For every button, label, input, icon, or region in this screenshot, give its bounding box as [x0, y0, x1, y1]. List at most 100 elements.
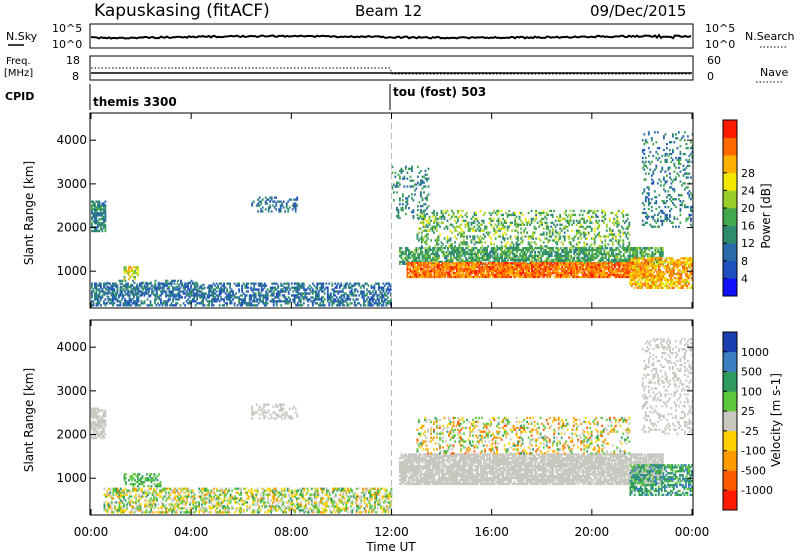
data-cell — [522, 254, 524, 258]
data-cell — [226, 296, 228, 299]
data-cell — [168, 285, 170, 288]
data-cell — [610, 264, 613, 267]
data-cell — [543, 267, 546, 271]
data-cell — [618, 258, 621, 262]
data-cell — [347, 296, 350, 299]
data-cell — [278, 300, 281, 303]
data-cell — [592, 252, 595, 256]
data-cell — [444, 273, 446, 277]
data-cell — [497, 221, 500, 224]
data-cell — [450, 275, 452, 279]
data-cell — [422, 213, 425, 217]
data-cell — [477, 264, 479, 267]
data-cell — [296, 286, 299, 289]
data-cell — [531, 260, 533, 263]
data-cell — [133, 288, 135, 291]
data-cell — [263, 304, 266, 307]
data-cell — [624, 250, 627, 254]
data-cell — [214, 288, 216, 291]
data-cell — [448, 273, 451, 277]
data-cell — [541, 223, 543, 226]
data-cell — [424, 273, 427, 277]
data-cell — [475, 269, 478, 273]
data-cell — [523, 250, 526, 254]
data-cell — [585, 258, 588, 262]
data-cell — [461, 229, 464, 232]
data-cell — [661, 252, 664, 256]
data-cell — [448, 262, 451, 265]
data-cell — [254, 296, 257, 299]
data-cell — [547, 227, 550, 230]
data-cell — [285, 204, 288, 207]
data-cell — [601, 273, 604, 277]
data-cell — [505, 221, 507, 224]
data-cell — [454, 256, 457, 260]
data-cell — [260, 286, 263, 289]
data-cell — [161, 288, 164, 291]
data-cell — [230, 300, 233, 303]
data-cell — [411, 254, 413, 258]
data-cell — [603, 264, 606, 267]
data-cell — [514, 223, 516, 226]
data-cell — [209, 290, 212, 293]
data-cell — [487, 252, 490, 256]
data-cell — [444, 256, 446, 260]
data-cell — [444, 247, 446, 250]
data-cell — [212, 294, 215, 297]
data-cell — [555, 267, 558, 271]
data-cell — [453, 271, 455, 275]
data-cell — [415, 248, 418, 252]
data-cell — [311, 292, 314, 295]
data-cell — [558, 254, 561, 258]
data-cell — [317, 296, 320, 299]
data-cell — [442, 275, 445, 279]
data-cell — [194, 288, 197, 291]
data-cell — [343, 300, 346, 303]
data-cell — [440, 245, 443, 248]
data-cell — [496, 219, 498, 222]
data-cell — [478, 250, 481, 254]
data-cell — [540, 256, 542, 260]
data-cell — [400, 169, 403, 172]
data-cell — [511, 266, 514, 269]
data-cell — [254, 282, 257, 285]
data-cell — [487, 266, 490, 269]
data-cell — [382, 290, 385, 293]
data-cell — [489, 260, 491, 263]
data-cell — [522, 252, 524, 256]
data-cell — [610, 233, 613, 236]
data-cell — [421, 258, 424, 262]
data-cell — [549, 266, 552, 269]
data-cell — [421, 264, 424, 267]
data-cell — [545, 211, 548, 215]
data-cell — [419, 213, 422, 217]
data-cell — [403, 177, 406, 180]
data-cell — [455, 229, 458, 232]
data-cell — [97, 284, 99, 287]
data-cell — [361, 292, 364, 295]
data-cell — [133, 281, 136, 284]
data-cell — [101, 222, 104, 225]
data-cell — [586, 262, 589, 265]
data-cell — [135, 293, 137, 296]
data-cell — [577, 262, 580, 265]
data-cell — [344, 284, 347, 287]
data-cell — [418, 260, 421, 263]
data-cell — [517, 239, 519, 242]
data-cell — [435, 273, 437, 277]
data-cell — [493, 233, 495, 236]
data-cell — [509, 223, 512, 226]
data-cell — [596, 215, 599, 218]
data-cell — [538, 247, 541, 250]
data-cell — [444, 275, 446, 279]
data-cell — [438, 254, 440, 258]
data-cell — [464, 225, 467, 228]
data-cell — [559, 275, 562, 279]
data-cell — [445, 267, 448, 271]
data-cell — [478, 221, 480, 224]
data-cell — [448, 264, 451, 267]
data-cell — [433, 225, 435, 228]
data-cell — [456, 247, 458, 250]
data-cell — [568, 262, 571, 265]
data-cell — [275, 196, 278, 199]
